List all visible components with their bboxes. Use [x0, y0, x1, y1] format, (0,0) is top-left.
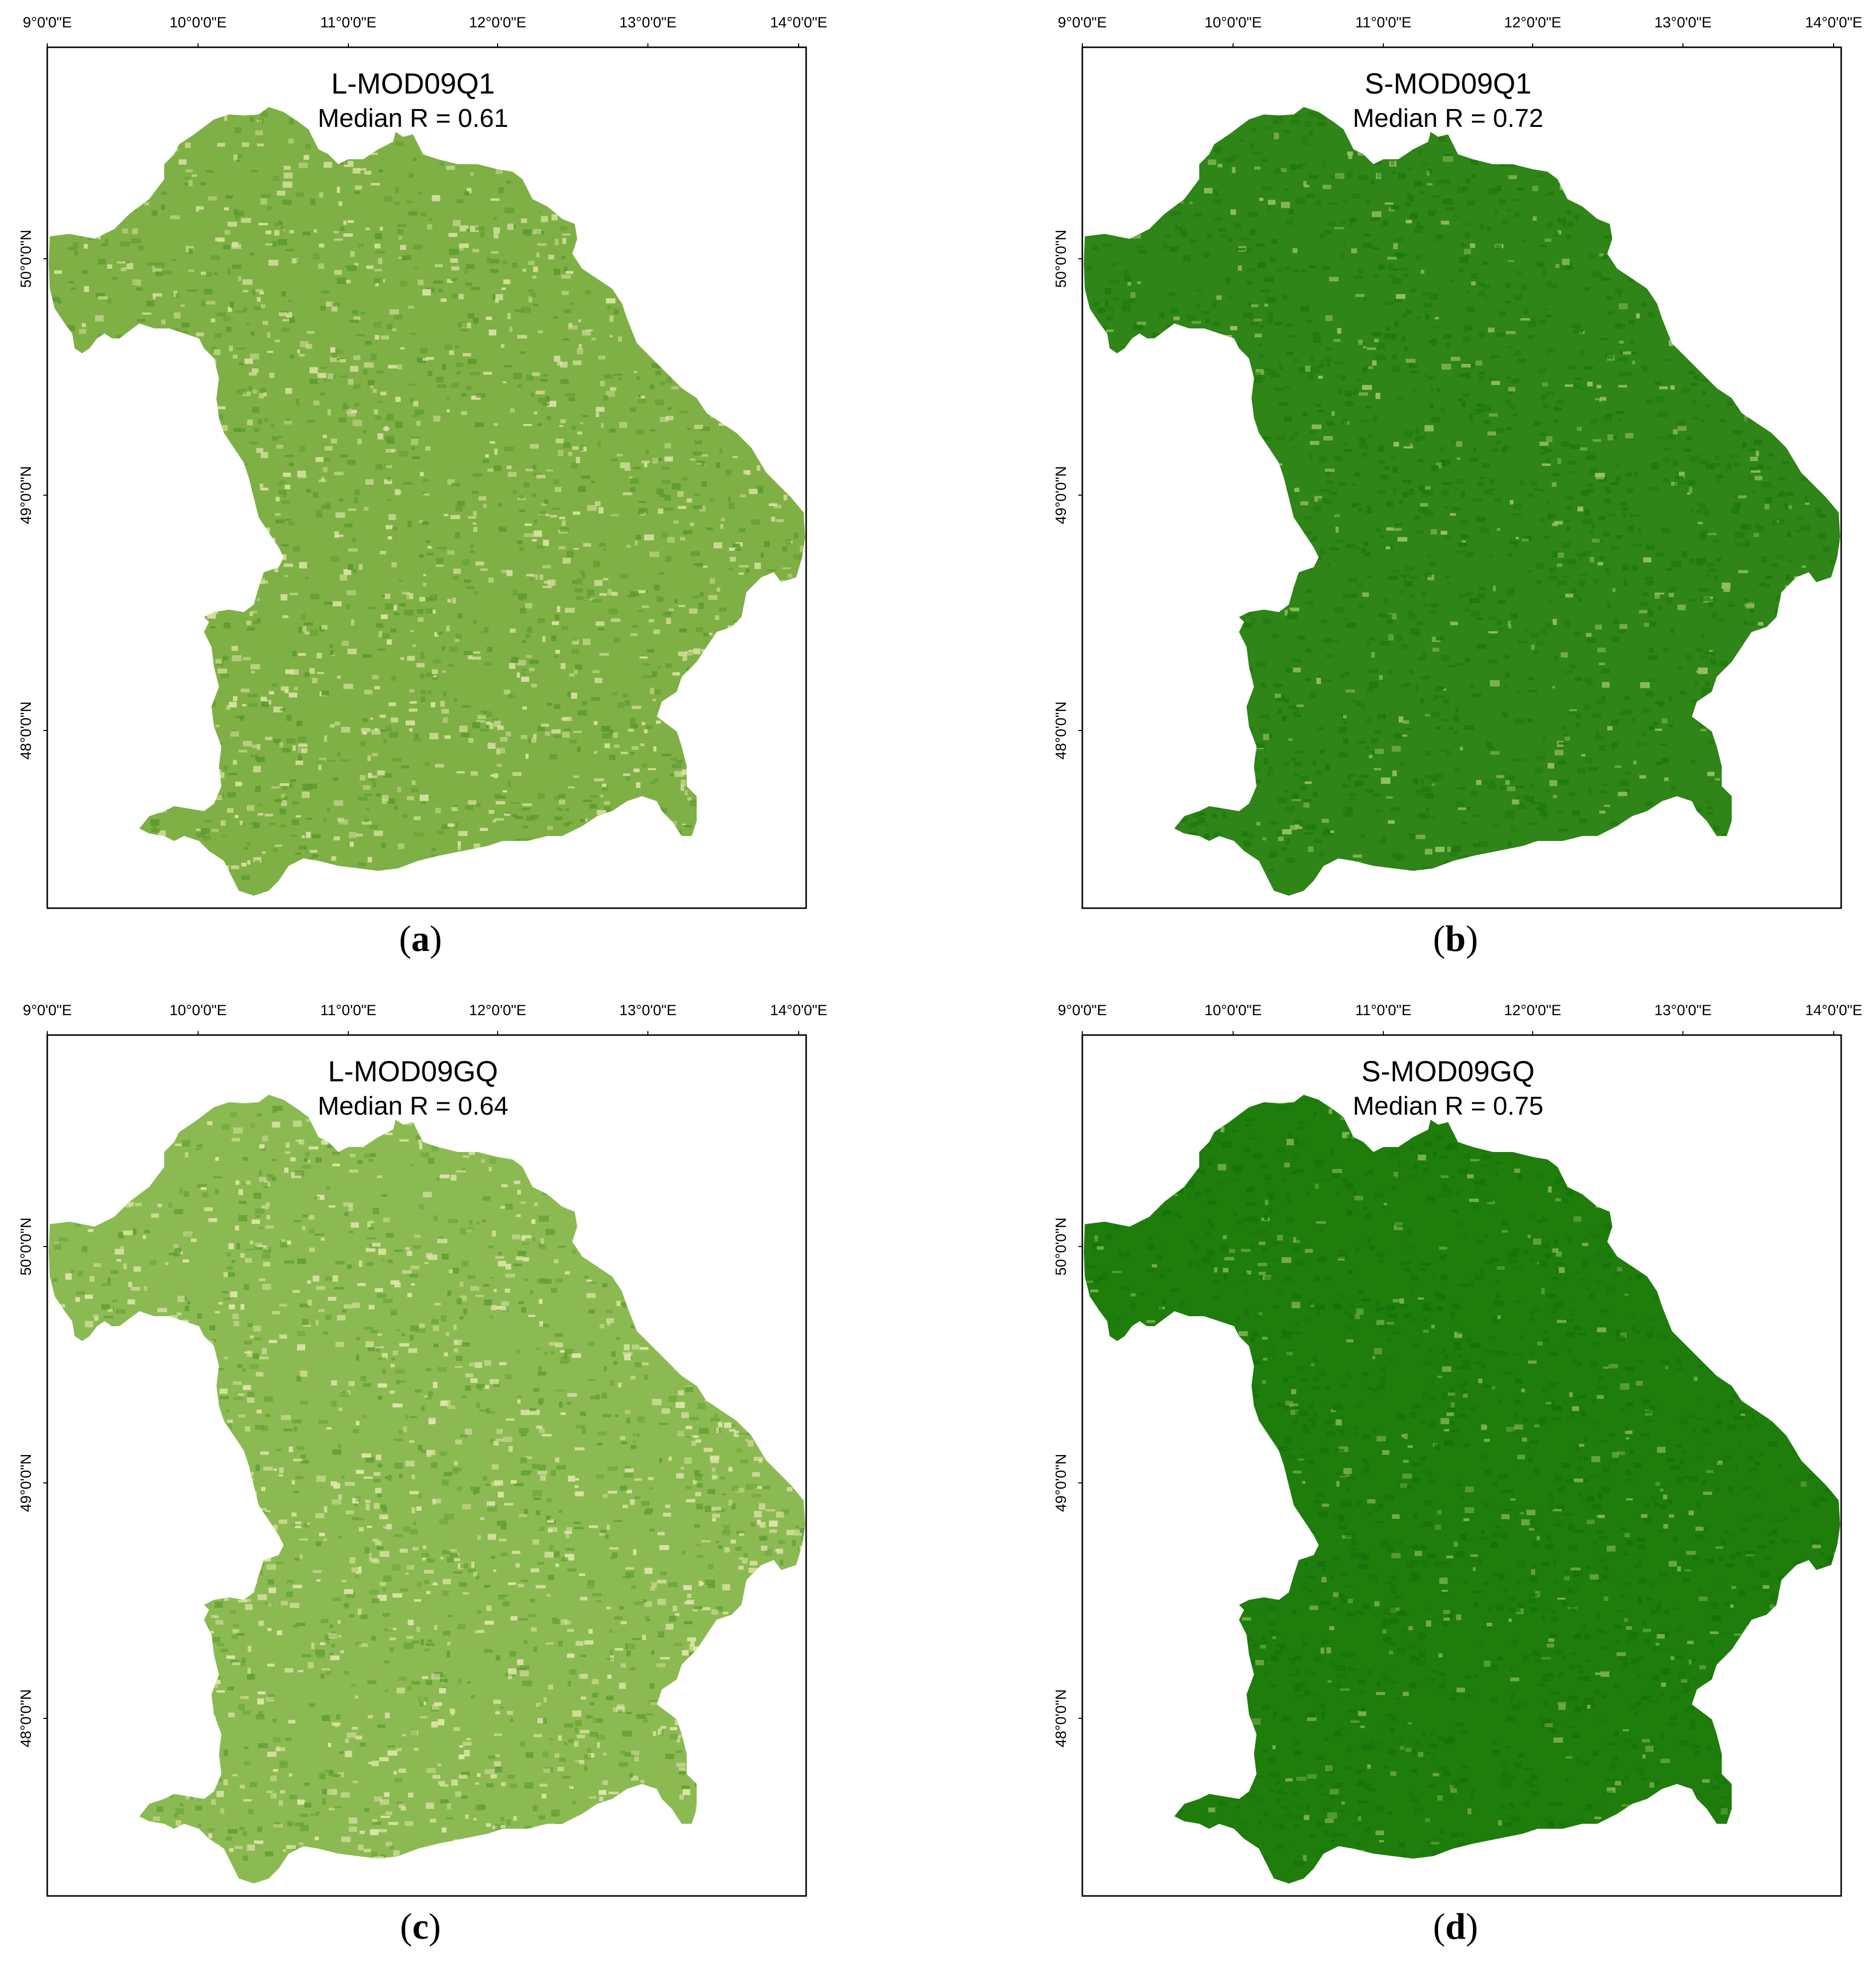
- lon-tick-label: 9°0'0"E: [23, 1002, 72, 1019]
- map-subtitle: Median R = 0.61: [317, 104, 508, 133]
- map-subtitle: Median R = 0.75: [1353, 1092, 1543, 1121]
- map-figure: 9°0'0"E 10°0'0"E 11°0'0"E 12°0'0"E 13°0'0"E 1…: [18, 14, 828, 909]
- lon-tick-label: 10°0'0"E: [169, 1002, 226, 1019]
- lat-tick-label: 50°0'0"N: [1053, 230, 1069, 288]
- caption-a: (a): [399, 919, 442, 959]
- map-title: S-MOD09Q1: [1364, 68, 1531, 100]
- lon-tick-label: 14°0'0"E: [770, 14, 827, 31]
- map-figure: 9°0'0"E 10°0'0"E 11°0'0"E 12°0'0"E 13°0'0"E 1…: [18, 1002, 828, 1897]
- region-bavaria: [49, 107, 805, 896]
- map-frame: [1081, 46, 1842, 909]
- lat-tick-label: 49°0'0"N: [18, 466, 34, 524]
- lon-tick-label: 13°0'0"E: [1654, 14, 1711, 31]
- lon-tick-label: 13°0'0"E: [619, 1002, 676, 1019]
- caption-c: (c): [400, 1906, 441, 1947]
- region-bavaria: [1084, 107, 1840, 896]
- lon-tick-label: 14°0'0"E: [770, 1002, 827, 1019]
- region-bavaria: [1084, 1095, 1840, 1883]
- caption-d: (d): [1433, 1906, 1478, 1947]
- map-panel-d: 9°0'0"E 10°0'0"E 11°0'0"E 12°0'0"E 13°0'0"E 1…: [1035, 988, 1863, 1963]
- map-figure: 9°0'0"E 10°0'0"E 11°0'0"E 12°0'0"E 13°0'0"E 1…: [1053, 1002, 1863, 1897]
- lon-tick-label: 11°0'0"E: [1355, 14, 1412, 31]
- lon-tick-label: 9°0'0"E: [23, 14, 72, 31]
- map-subtitle: Median R = 0.72: [1353, 104, 1543, 133]
- lon-tick-label: 14°0'0"E: [1805, 14, 1862, 31]
- lon-tick-label: 13°0'0"E: [1654, 1002, 1711, 1019]
- map-title: L-MOD09Q1: [331, 68, 495, 100]
- map-frame: [1081, 1034, 1842, 1897]
- lat-tick-label: 48°0'0"N: [18, 702, 34, 760]
- lat-tick-label: 49°0'0"N: [18, 1454, 34, 1512]
- lon-tick-label: 11°0'0"E: [320, 14, 377, 31]
- lat-tick-label: 48°0'0"N: [1053, 702, 1069, 760]
- lon-tick-label: 11°0'0"E: [1355, 1002, 1412, 1019]
- map-panel-a: 9°0'0"E 10°0'0"E 11°0'0"E 12°0'0"E 13°0'0"E 1…: [0, 0, 828, 975]
- lat-tick-label: 50°0'0"N: [18, 230, 34, 288]
- map-frame: [46, 1034, 807, 1897]
- region-bavaria: [49, 1095, 805, 1883]
- lat-tick-label: 50°0'0"N: [1053, 1218, 1069, 1276]
- map-title: S-MOD09GQ: [1361, 1055, 1535, 1088]
- lon-tick-label: 12°0'0"E: [1504, 1002, 1561, 1019]
- lon-tick-label: 12°0'0"E: [469, 14, 526, 31]
- lon-tick-label: 13°0'0"E: [619, 14, 676, 31]
- map-panel-c: 9°0'0"E 10°0'0"E 11°0'0"E 12°0'0"E 13°0'0"E 1…: [0, 988, 828, 1963]
- lat-tick-label: 50°0'0"N: [18, 1218, 34, 1276]
- lon-tick-label: 10°0'0"E: [1204, 14, 1261, 31]
- lat-tick-label: 49°0'0"N: [1053, 1454, 1069, 1512]
- map-figure: 9°0'0"E 10°0'0"E 11°0'0"E 12°0'0"E 13°0'0"E 1…: [1053, 14, 1863, 909]
- lat-tick-label: 48°0'0"N: [1053, 1689, 1069, 1748]
- caption-b: (b): [1433, 919, 1478, 959]
- map-panel-b: 9°0'0"E 10°0'0"E 11°0'0"E 12°0'0"E 13°0'0"E 1…: [1035, 0, 1863, 975]
- lat-tick-label: 49°0'0"N: [1053, 466, 1069, 524]
- lat-tick-label: 48°0'0"N: [18, 1689, 34, 1748]
- lon-tick-label: 9°0'0"E: [1058, 14, 1107, 31]
- lon-tick-label: 12°0'0"E: [469, 1002, 526, 1019]
- lon-tick-label: 11°0'0"E: [320, 1002, 377, 1019]
- map-title: L-MOD09GQ: [328, 1055, 498, 1088]
- map-frame: [46, 46, 807, 909]
- lon-tick-label: 10°0'0"E: [169, 14, 226, 31]
- map-subtitle: Median R = 0.64: [317, 1092, 508, 1121]
- lon-tick-label: 10°0'0"E: [1204, 1002, 1261, 1019]
- lon-tick-label: 12°0'0"E: [1504, 14, 1561, 31]
- lon-tick-label: 9°0'0"E: [1058, 1002, 1107, 1019]
- lon-tick-label: 14°0'0"E: [1805, 1002, 1862, 1019]
